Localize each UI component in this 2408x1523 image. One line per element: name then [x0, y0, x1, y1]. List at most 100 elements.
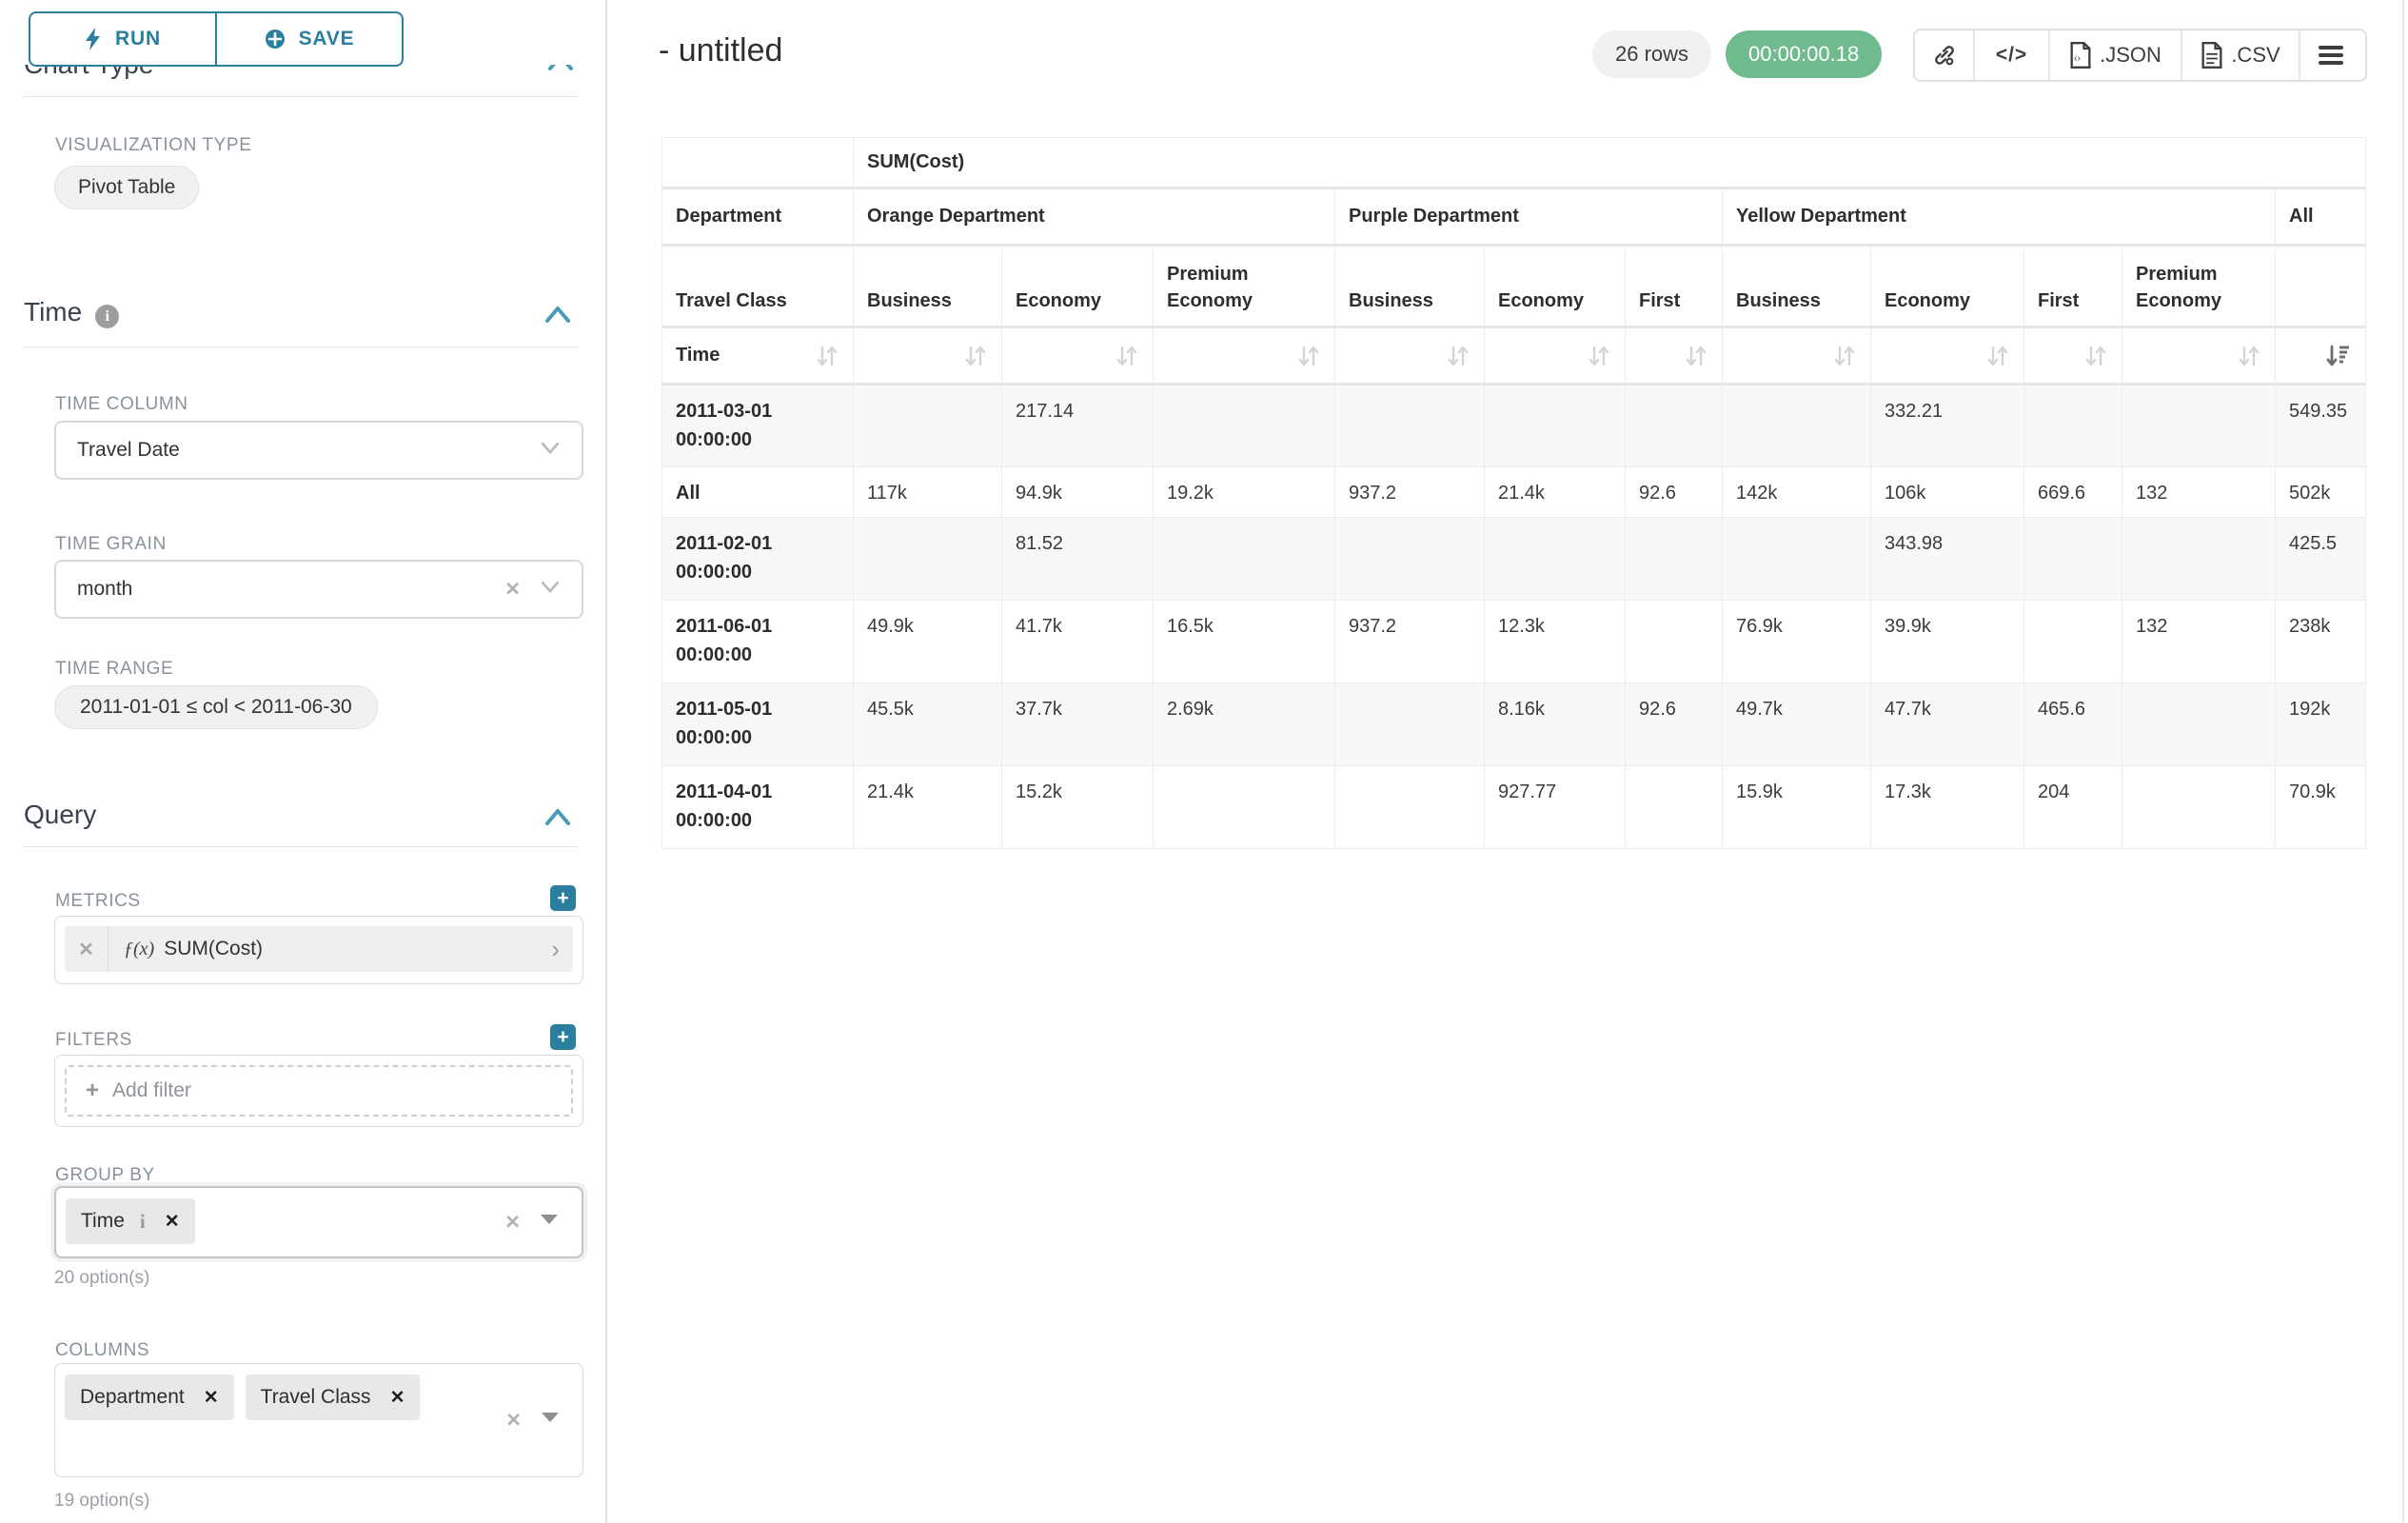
pivot-value-cell: [2024, 518, 2122, 601]
pivot-value-cell: [1626, 518, 1723, 601]
pivot-col-header: [2276, 246, 2366, 327]
time-column-select[interactable]: Travel Date: [54, 421, 583, 480]
sort-icon[interactable]: [1296, 344, 1321, 368]
time-column-label: TIME COLUMN: [55, 394, 188, 415]
view-query-button[interactable]: </>: [1973, 30, 2048, 80]
pivot-value-cell: 76.9k: [1723, 601, 1871, 683]
run-button[interactable]: RUN: [30, 13, 215, 65]
export-json-button[interactable]: ‹› .JSON: [2048, 30, 2181, 80]
sort-icon[interactable]: [1115, 344, 1139, 368]
filters-label: FILTERS: [55, 1030, 132, 1051]
sort-icon[interactable]: [815, 344, 839, 368]
sort-icon[interactable]: [1446, 344, 1470, 368]
sort-icon[interactable]: [2083, 344, 2108, 368]
pivot-value-cell: 425.5: [2276, 518, 2366, 601]
pivot-value-cell: [854, 518, 1002, 601]
time-grain-label: TIME GRAIN: [55, 534, 167, 555]
remove-chip-icon[interactable]: ✕: [165, 1211, 180, 1233]
add-filter-plus-button[interactable]: +: [550, 1024, 576, 1050]
pivot-value-cell: [2024, 385, 2122, 467]
groupby-helper: 20 option(s): [54, 1268, 149, 1289]
add-filter-button[interactable]: + Add filter: [65, 1065, 573, 1117]
sort-icon[interactable]: [1985, 344, 2010, 368]
columns-chip[interactable]: Department✕: [65, 1375, 234, 1420]
chart-toolbar: </> ‹› .JSON .CSV: [1913, 29, 2367, 82]
time-grain-value: month: [77, 578, 132, 601]
pivot-col-header: Economy: [1485, 246, 1626, 327]
chevron-up-icon[interactable]: [544, 805, 571, 828]
columns-label: COLUMNS: [55, 1340, 149, 1361]
lightning-bolt-icon: [85, 28, 102, 50]
pivot-col-header: Business: [1723, 246, 1871, 327]
time-section-heading: Timei: [24, 297, 119, 328]
columns-select[interactable]: Department✕ Travel Class✕ ✕: [54, 1363, 583, 1477]
pivot-value-cell: 39.9k: [1871, 601, 2024, 683]
pivot-sort-cell: [1723, 327, 1871, 385]
save-button[interactable]: SAVE: [215, 13, 402, 65]
info-icon[interactable]: i: [95, 305, 119, 328]
file-code-icon: ‹›: [2069, 42, 2092, 69]
groupby-chip-time[interactable]: Time i ✕: [66, 1198, 195, 1244]
more-options-button[interactable]: [2299, 30, 2361, 80]
clear-icon[interactable]: ✕: [505, 1409, 522, 1433]
pivot-sort-cell: [2276, 327, 2366, 385]
pivot-value-cell: [2122, 518, 2276, 601]
query-section-heading: Query: [24, 800, 96, 830]
pivot-value-cell: [1485, 518, 1626, 601]
columns-chip[interactable]: Travel Class✕: [246, 1375, 421, 1420]
hamburger-menu-icon: [2319, 45, 2343, 66]
add-metric-button[interactable]: +: [550, 885, 576, 911]
pivot-group-header: Yellow Department: [1723, 188, 2276, 246]
groupby-select[interactable]: Time i ✕ ✕: [54, 1186, 583, 1258]
pivot-sort-cell: [854, 327, 1002, 385]
clear-icon[interactable]: ✕: [504, 1211, 521, 1235]
time-grain-select[interactable]: month ✕: [54, 560, 583, 619]
pivot-value-cell: 238k: [2276, 601, 2366, 683]
sort-icon[interactable]: [2237, 344, 2261, 368]
pivot-value-cell: 106k: [1871, 467, 2024, 518]
sort-desc-active-icon[interactable]: [2325, 344, 2352, 368]
csv-label: .CSV: [2231, 43, 2280, 68]
copy-link-button[interactable]: [1915, 30, 1973, 80]
sort-icon[interactable]: [1587, 344, 1611, 368]
pivot-value-cell: [1723, 385, 1871, 467]
pivot-value-cell: 132: [2122, 601, 2276, 683]
pivot-value-cell: 117k: [854, 467, 1002, 518]
viz-type-label: VISUALIZATION TYPE: [55, 135, 251, 156]
pivot-value-cell: 41.7k: [1002, 601, 1154, 683]
pivot-value-cell: 192k: [2276, 683, 2366, 766]
sort-icon[interactable]: [1832, 344, 1857, 368]
link-icon: [1932, 43, 1957, 68]
export-csv-button[interactable]: .CSV: [2181, 30, 2299, 80]
pivot-value-cell: 132: [2122, 467, 2276, 518]
pivot-value-cell: 16.5k: [1154, 601, 1335, 683]
table-row: 2011-02-01 00:00:0081.52343.98425.5: [662, 518, 2366, 601]
chevron-up-icon[interactable]: [544, 303, 571, 326]
pivot-value-cell: 92.6: [1626, 467, 1723, 518]
metrics-field: ✕ ƒ(x) SUM(Cost) ›: [54, 916, 583, 984]
pivot-value-cell: 19.2k: [1154, 467, 1335, 518]
chart-title[interactable]: - untitled: [659, 32, 782, 69]
remove-chip-icon[interactable]: ✕: [390, 1387, 405, 1409]
clear-icon[interactable]: ✕: [504, 578, 521, 602]
sort-icon[interactable]: [1684, 344, 1708, 368]
metric-pill[interactable]: ✕ ƒ(x) SUM(Cost) ›: [65, 926, 573, 972]
pivot-value-cell: [1154, 766, 1335, 849]
time-range-pill[interactable]: 2011-01-01 ≤ col < 2011-06-30: [54, 685, 378, 729]
scrollbar-track[interactable]: [2402, 0, 2404, 1523]
pivot-col-header: Business: [854, 246, 1002, 327]
sort-icon[interactable]: [963, 344, 988, 368]
pivot-group-header: Purple Department: [1335, 188, 1723, 246]
pivot-row-label: 2011-05-01 00:00:00: [662, 683, 854, 766]
remove-chip-icon[interactable]: ✕: [204, 1387, 219, 1409]
table-row: 2011-03-01 00:00:00217.14332.21549.35: [662, 385, 2366, 467]
viz-type-pill[interactable]: Pivot Table: [54, 166, 199, 209]
remove-metric-icon[interactable]: ✕: [65, 926, 109, 972]
info-icon[interactable]: i: [140, 1210, 146, 1234]
pivot-value-cell: 8.16k: [1485, 683, 1626, 766]
svg-text:‹›: ‹›: [2074, 52, 2081, 64]
chevron-right-icon: ›: [551, 937, 560, 961]
caret-down-icon: [541, 1412, 560, 1429]
pivot-col-header: Business: [1335, 246, 1485, 327]
pivot-value-cell: [1626, 766, 1723, 849]
